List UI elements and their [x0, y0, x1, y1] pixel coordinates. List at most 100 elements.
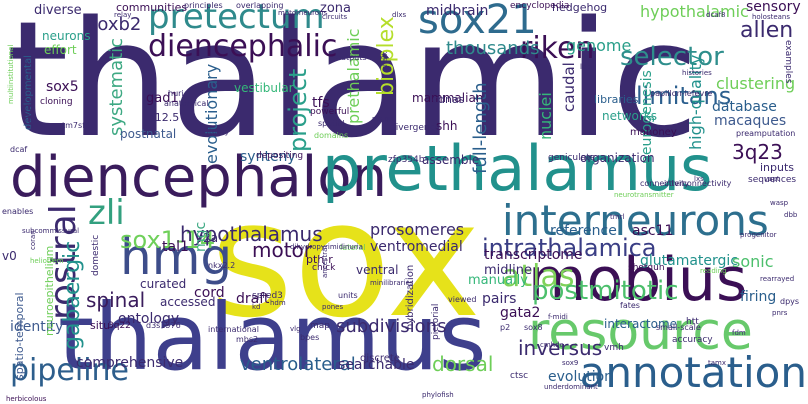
word-accuracy: accuracy	[672, 335, 713, 345]
word-organization: organization	[580, 151, 655, 165]
word-draft: draft	[236, 291, 270, 307]
word-connectivity: connectivity	[640, 179, 689, 188]
word-diencephalon: diencephalon	[10, 145, 387, 210]
word-libraries: libraries	[594, 93, 639, 106]
word-gad1: gad1	[146, 91, 179, 106]
word-fates: fates	[620, 301, 640, 310]
word-herbicolous: herbicolous	[6, 395, 47, 403]
word-neurotransmitter: neurotransmitter	[614, 191, 674, 199]
word-kd: kd	[252, 303, 261, 311]
word-dorsal: dorsal	[432, 352, 494, 376]
word-reference: reference	[550, 223, 617, 239]
word-hypothalamus: hypothalamus	[180, 222, 323, 246]
word-sequences: sequences	[748, 175, 797, 185]
word-evolution: evolution	[548, 369, 614, 385]
word-pipeline: pipeline	[10, 353, 130, 388]
word-shh: shh	[436, 119, 458, 133]
word-multiinstitutional: multiinstitutional	[7, 44, 15, 104]
word-v0: v0	[2, 249, 17, 263]
word-subcommissural: subcommissural	[22, 227, 80, 235]
word-huri: huri	[168, 89, 184, 98]
word-inversus: inversus	[518, 336, 603, 360]
word-chick: chick	[312, 263, 336, 273]
word-situ: situ	[90, 319, 111, 332]
word-prosomeres: prosomeres	[370, 220, 465, 239]
word-phylofish: phylofish	[422, 391, 454, 399]
word-hdm: hdm	[270, 299, 286, 307]
word-domestic: domestic	[91, 234, 101, 276]
word-ctsc: ctsc	[510, 371, 529, 381]
word-vapt: vapt	[764, 175, 780, 183]
word-pones: pones	[322, 303, 344, 311]
word-domains: domains	[314, 131, 349, 140]
word-shotgun: shotgun	[628, 263, 665, 273]
word-lxs: lxs	[694, 175, 704, 183]
word-neurons: neurons	[42, 29, 91, 43]
word-tal1: tal1	[162, 239, 189, 255]
word-spatial: spatial	[318, 119, 345, 128]
word-postmitotic: postmitotic	[532, 276, 679, 306]
word-resource: resource	[528, 302, 753, 362]
word-underdominant: underdominant	[544, 383, 598, 391]
word-allen: allen	[740, 18, 794, 43]
word-3q23: 3q23	[732, 140, 783, 164]
word-enables: enables	[2, 207, 34, 216]
word-assemble: assemble	[422, 153, 480, 167]
word-interconnectivity: interconnectivity	[664, 179, 732, 188]
word-vlg: vlg	[290, 325, 301, 333]
word-gabaergic: gabaergic	[60, 240, 85, 350]
word-sox9: sox9	[562, 359, 579, 367]
word-rearrayed: rearrayed	[760, 275, 795, 283]
word-subdivisions: subdivisions	[336, 316, 447, 337]
word-outputs: outputs	[336, 53, 367, 62]
word-nkx2.2: nkx2.2	[208, 261, 236, 270]
word-networks: networks	[602, 109, 657, 123]
word-p2: p2	[500, 323, 511, 332]
word-hypothalamic: hypothalamic	[640, 2, 749, 21]
word-spinal: spinal	[86, 288, 146, 312]
word-asc11: asc11	[632, 223, 674, 239]
word-zona: zona	[320, 1, 351, 16]
word-identity: identity	[10, 319, 64, 335]
word-firing: firing	[740, 289, 777, 305]
word-dcaf8: dcaf8	[706, 11, 726, 19]
word-postnatal: postnatal	[120, 127, 177, 141]
word-macaques: macaques	[714, 113, 787, 129]
word-interactome: interactome	[604, 317, 678, 331]
word-prethalamus: prethalamus	[322, 132, 713, 205]
word-mobius: mobius	[528, 245, 748, 315]
word-sox21: sox21	[418, 0, 537, 43]
word-hybridization: hybridization	[405, 264, 416, 330]
word-progenitor: progenitor	[740, 231, 777, 239]
word-sox5: sox5	[46, 79, 79, 95]
word-ventral: ventral	[356, 263, 399, 277]
word-vmh: vmh	[604, 343, 624, 353]
word-tamx: tamx	[708, 359, 726, 367]
word-mammalian: mammalian	[412, 91, 484, 105]
word-motor: motor	[252, 238, 313, 262]
word-motorneurons: motorneurons	[278, 9, 328, 17]
word-reading: reading	[700, 267, 727, 275]
word-sox8: sox8	[524, 323, 543, 332]
word-viewed: viewed	[448, 295, 477, 304]
word-lateral: lateral	[340, 243, 366, 252]
word-dpys: dpys	[780, 297, 800, 306]
word-cdnas: cdnas	[432, 93, 465, 106]
word-dlxs: dlxs	[392, 11, 407, 19]
word-htt: htt	[686, 317, 699, 327]
word-principles: principles	[184, 1, 223, 10]
word-evolutionary: evolutionary	[202, 63, 221, 164]
word-intrathalamica: intrathalamica	[482, 234, 657, 262]
word-dcaf: dcaf	[10, 145, 28, 154]
word-systematic: systematic	[106, 37, 127, 136]
word-anatomy: anatomy	[194, 127, 230, 136]
word-annotation: annotation	[579, 348, 807, 397]
word-bpes: bpes	[300, 333, 320, 342]
word-selector: selector	[620, 42, 724, 72]
word-thousands: thousands	[446, 38, 540, 59]
word-geniculate: geniculate	[548, 153, 596, 163]
word-soxb2: soxb2	[88, 14, 142, 35]
word-sox: sox	[210, 166, 482, 353]
word-hedgehog: hedgehog	[552, 1, 608, 14]
word-relay: relay	[114, 11, 132, 19]
